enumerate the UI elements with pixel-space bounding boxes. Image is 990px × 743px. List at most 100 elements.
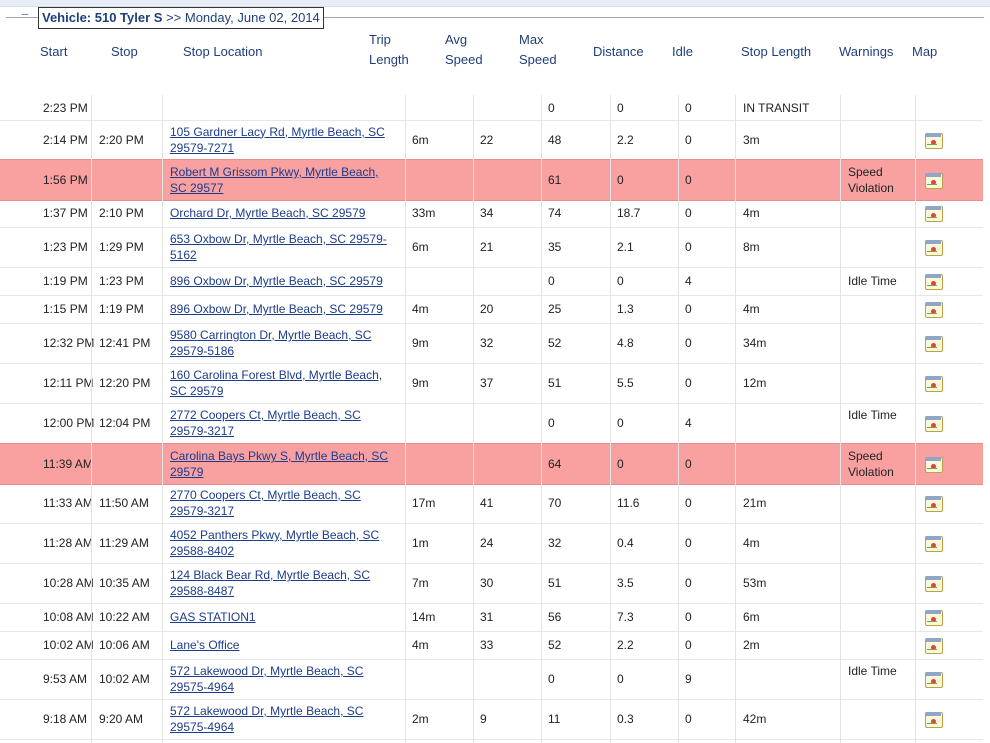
trip-length: 4m bbox=[412, 638, 429, 652]
stop-location-link[interactable]: 124 Black Bear Rd, Myrtle Beach, SC 2958… bbox=[170, 568, 371, 598]
stop-location-link[interactable]: 105 Gardner Lacy Rd, Myrtle Beach, SC 29… bbox=[170, 124, 385, 155]
stop-time: 12:04 PM bbox=[99, 416, 151, 430]
map-icon[interactable] bbox=[923, 272, 943, 290]
table-row[interactable]: 1:23 PM 1:29 PM 653 Oxbow Dr, Myrtle Beach… bbox=[0, 227, 983, 268]
map-icon[interactable] bbox=[923, 414, 943, 432]
stop-time: 2:10 PM bbox=[99, 206, 144, 220]
stop-location-link[interactable]: 653 Oxbow Dr, Myrtle Beach, SC 29579-516… bbox=[170, 232, 387, 262]
start-time: 1:19 PM bbox=[43, 274, 88, 288]
map-icon[interactable] bbox=[923, 171, 943, 189]
stop-location-link[interactable]: 160 Carolina Forest Blvd, Myrtle Beach, … bbox=[170, 368, 383, 398]
stop-location-link[interactable]: 896 Oxbow Dr, Myrtle Beach, SC 29579 bbox=[170, 274, 383, 288]
stop-time: 1:23 PM bbox=[99, 274, 144, 288]
stop-location-link[interactable]: 2770 Coopers Ct, Myrtle Beach, SC 29579-… bbox=[170, 488, 361, 518]
column-header-stop[interactable]: Stop bbox=[111, 44, 138, 59]
map-icon[interactable] bbox=[923, 455, 943, 473]
stop-location-link[interactable]: 4052 Panthers Pkwy, Myrtle Beach, SC 295… bbox=[170, 528, 380, 558]
map-icon[interactable] bbox=[923, 204, 943, 222]
table-row[interactable]: 1:19 PM 1:23 PM 896 Oxbow Dr, Myrtle Beach… bbox=[0, 267, 983, 296]
distance: 0.3 bbox=[617, 712, 634, 726]
table-row[interactable]: 11:28 AM 11:29 AM 4052 Panthers Pkwy, Myrt… bbox=[0, 523, 983, 564]
trip-length: 9m bbox=[412, 336, 429, 350]
window-top-bar bbox=[0, 0, 990, 7]
map-icon[interactable] bbox=[923, 636, 943, 654]
column-header-idle[interactable]: Idle bbox=[672, 44, 693, 59]
map-icon[interactable] bbox=[923, 334, 943, 352]
max-speed: 64 bbox=[548, 457, 562, 471]
table-row[interactable]: 12:32 PM 12:41 PM 9580 Carrington Dr, Myrt… bbox=[0, 323, 983, 364]
column-header-stop-location[interactable]: Stop Location bbox=[183, 44, 263, 59]
table-row[interactable]: 2:23 PM 0 0 0 IN TRANSIT bbox=[0, 95, 983, 121]
stop-location-link[interactable]: Orchard Dr, Myrtle Beach, SC 29579 bbox=[170, 206, 366, 220]
column-header-avg-speed[interactable]: Avg Speed bbox=[445, 30, 483, 70]
idle-time: 4 bbox=[685, 274, 692, 288]
stop-location-link[interactable]: Robert M Grissom Pkwy, Myrtle Beach, SC … bbox=[170, 165, 379, 195]
map-icon[interactable] bbox=[923, 238, 943, 256]
warning-text: Idle Time bbox=[848, 664, 897, 678]
vehicle-group-header[interactable]: Vehicle: 510 Tyler S >> Monday, June 02,… bbox=[38, 7, 324, 29]
column-header-stop-length[interactable]: Stop Length bbox=[741, 44, 812, 59]
stop-location-link[interactable]: 572 Lakewood Dr, Myrtle Beach, SC 29575-… bbox=[170, 704, 364, 734]
map-icon[interactable] bbox=[923, 608, 943, 626]
stop-location-link[interactable]: Lane's Office bbox=[170, 638, 240, 652]
table-row[interactable]: 10:02 AM 10:06 AM Lane's Office 4m 33 52 2.2 0 2… bbox=[0, 631, 983, 660]
table-row[interactable]: 12:00 PM 12:04 PM 2772 Coopers Ct, Myrtle … bbox=[0, 403, 983, 444]
stop-time: 11:50 AM bbox=[99, 496, 149, 510]
warning-text: Idle Time bbox=[848, 408, 897, 422]
start-time: 2:23 PM bbox=[43, 100, 88, 115]
column-separator bbox=[405, 95, 406, 743]
distance: 0 bbox=[617, 416, 624, 430]
table-row[interactable]: 12:11 PM 12:20 PM 160 Carolina Forest Blvd… bbox=[0, 363, 983, 404]
avg-speed: 33 bbox=[480, 638, 494, 652]
avg-speed: 32 bbox=[480, 336, 494, 350]
max-speed: 48 bbox=[548, 132, 562, 147]
distance: 0 bbox=[617, 457, 624, 471]
stop-location-link[interactable]: 9580 Carrington Dr, Myrtle Beach, SC 295… bbox=[170, 328, 372, 358]
distance: 0 bbox=[617, 274, 624, 288]
table-row[interactable]: 2:14 PM 2:20 PM 105 Gardner Lacy Rd, Myrtl… bbox=[0, 120, 983, 160]
start-time: 2:14 PM bbox=[43, 132, 88, 147]
map-icon[interactable] bbox=[923, 574, 943, 592]
collapse-icon[interactable]: − bbox=[20, 6, 30, 22]
start-time: 9:53 AM bbox=[43, 672, 88, 686]
distance: 18.7 bbox=[617, 206, 641, 220]
column-header-start[interactable]: Start bbox=[40, 44, 68, 59]
table-row[interactable]: 10:28 AM 10:35 AM 124 Black Bear Rd, Myrtl… bbox=[0, 563, 983, 604]
stop-time: 11:29 AM bbox=[99, 536, 149, 550]
map-icon[interactable] bbox=[923, 300, 943, 318]
start-time: 11:28 AM bbox=[43, 536, 93, 550]
column-header-map[interactable]: Map bbox=[912, 44, 938, 59]
max-speed: 51 bbox=[548, 376, 562, 390]
table-row[interactable]: 1:15 PM 1:19 PM 896 Oxbow Dr, Myrtle Beach… bbox=[0, 295, 983, 324]
table-row[interactable]: 1:56 PM Robert M Grissom Pkwy, Myrtle Bea… bbox=[0, 159, 983, 201]
table-row[interactable]: 1:37 PM 2:10 PM Orchard Dr, Myrtle Beach, … bbox=[0, 199, 983, 228]
stop-location-link[interactable]: GAS STATION1 bbox=[170, 610, 256, 624]
column-header-trip-length[interactable]: Trip Length bbox=[369, 30, 409, 70]
stop-location-link[interactable]: 572 Lakewood Dr, Myrtle Beach, SC 29575-… bbox=[170, 664, 364, 694]
table-row[interactable]: 10:08 AM 10:22 AM GAS STATION1 14m 31 56 7.3 0 6… bbox=[0, 603, 983, 632]
map-icon[interactable] bbox=[923, 670, 943, 688]
column-header-max-speed[interactable]: Max Speed bbox=[519, 30, 557, 70]
table-row[interactable]: 9:53 AM 10:02 AM 572 Lakewood Dr, Myrtle B… bbox=[0, 659, 983, 700]
column-header-distance[interactable]: Distance bbox=[593, 44, 644, 59]
stop-length: 12m bbox=[743, 376, 767, 390]
idle-time: 0 bbox=[685, 132, 692, 147]
map-icon[interactable] bbox=[923, 374, 943, 392]
table-row[interactable]: 11:33 AM 11:50 AM 2770 Coopers Ct, Myrtle … bbox=[0, 483, 983, 524]
stop-location-link[interactable]: 896 Oxbow Dr, Myrtle Beach, SC 29579 bbox=[170, 302, 383, 316]
stop-location-link[interactable]: Carolina Bays Pkwy S, Myrtle Beach, SC 2… bbox=[170, 449, 389, 479]
avg-speed-line2: Speed bbox=[445, 52, 483, 67]
idle-time: 0 bbox=[685, 240, 692, 254]
column-separator bbox=[473, 95, 474, 743]
stop-location-link[interactable]: 2772 Coopers Ct, Myrtle Beach, SC 29579-… bbox=[170, 408, 361, 438]
table-row[interactable]: 9:18 AM 9:20 AM 572 Lakewood Dr, Myrtle Be… bbox=[0, 699, 983, 740]
column-header-warnings[interactable]: Warnings bbox=[839, 44, 894, 59]
start-time: 10:28 AM bbox=[43, 576, 94, 590]
map-icon[interactable] bbox=[923, 131, 943, 149]
distance: 0 bbox=[617, 672, 624, 686]
table-row[interactable]: 11:39 AM Carolina Bays Pkwy S, Myrtle Bea… bbox=[0, 443, 983, 485]
map-icon[interactable] bbox=[923, 494, 943, 512]
map-icon[interactable] bbox=[923, 710, 943, 728]
map-icon[interactable] bbox=[923, 534, 943, 552]
idle-time: 4 bbox=[685, 416, 692, 430]
